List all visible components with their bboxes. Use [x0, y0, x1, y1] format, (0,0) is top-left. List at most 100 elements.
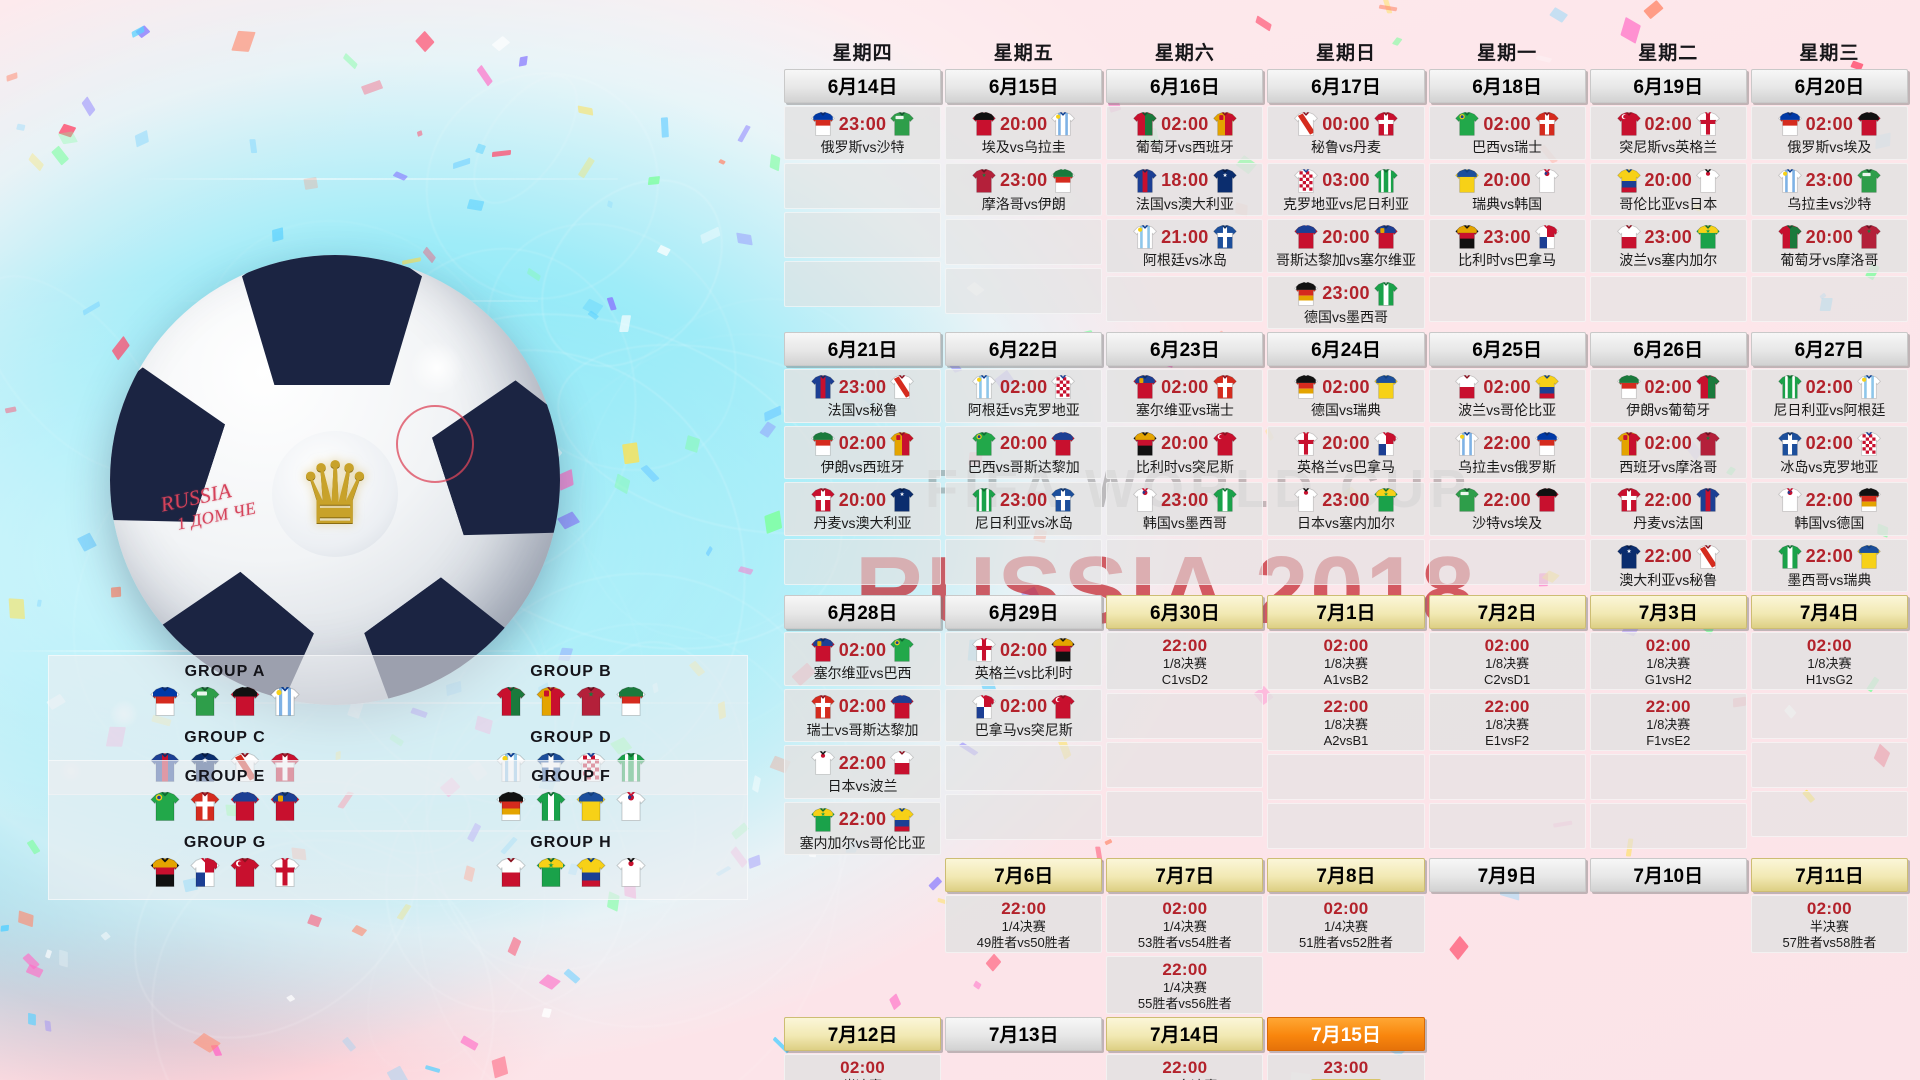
- match-cell[interactable]: 20:00 巴西vs哥斯达黎加: [945, 425, 1103, 479]
- match-cell[interactable]: 20:00 ★ 丹麦vs澳大利亚: [784, 482, 942, 536]
- date-chip[interactable]: 6月21日: [784, 332, 942, 366]
- match-cell[interactable]: 23:00 尼日利亚vs冰岛: [945, 482, 1103, 536]
- knockout-match-cell[interactable]: 02:00 半决赛 57胜者vs58胜者: [1750, 895, 1908, 954]
- match-cell[interactable]: 23:00 ★ 波兰vs塞内加尔: [1589, 219, 1747, 273]
- date-chip[interactable]: 6月22日: [945, 332, 1103, 366]
- match-cell[interactable]: 18:00 ★ 法国vs澳大利亚: [1106, 162, 1264, 216]
- date-chip[interactable]: 7月15日: [1267, 1017, 1425, 1052]
- knockout-match-cell[interactable]: 02:00半决赛59胜者vs60胜者: [784, 1054, 942, 1080]
- match-cell[interactable]: 23:00 俄罗斯vs沙特: [784, 106, 942, 160]
- date-chip[interactable]: 6月20日: [1750, 69, 1908, 103]
- date-chip[interactable]: 6月18日: [1428, 69, 1586, 103]
- final-match-cell[interactable]: 23:00决赛: [1267, 1054, 1425, 1080]
- date-chip[interactable]: 7月2日: [1428, 595, 1586, 629]
- knockout-match-cell[interactable]: 22:00 1/8决赛 A2vsB1: [1267, 693, 1425, 752]
- date-chip[interactable]: 7月4日: [1750, 595, 1908, 629]
- match-cell[interactable]: 02:00 塞尔维亚vs巴西: [784, 632, 942, 686]
- match-cell[interactable]: 20:00 哥斯达黎加vs塞尔维亚: [1267, 219, 1425, 273]
- knockout-match-cell[interactable]: 22:00 1/8决赛 F1vsE2: [1589, 693, 1747, 752]
- date-chip[interactable]: 6月30日: [1106, 595, 1264, 629]
- date-chip[interactable]: 7月7日: [1106, 858, 1264, 892]
- match-cell[interactable]: 20:00 哥伦比亚vs日本: [1589, 162, 1747, 216]
- knockout-match-cell[interactable]: 02:00 1/8决赛 H1vsG2: [1750, 632, 1908, 691]
- group-box-a[interactable]: GROUP A: [55, 662, 395, 722]
- date-chip[interactable]: 6月15日: [945, 69, 1103, 103]
- match-cell[interactable]: 02:00 葡萄牙vs西班牙: [1106, 106, 1264, 160]
- match-cell[interactable]: 22:00 乌拉圭vs俄罗斯: [1428, 425, 1586, 479]
- match-cell[interactable]: 02:00 冰岛vs克罗地亚: [1750, 425, 1908, 479]
- knockout-match-cell[interactable]: 22:00 1/4决赛 55胜者vs56胜者: [1106, 956, 1264, 1015]
- match-cell[interactable]: 03:00 克罗地亚vs尼日利亚: [1267, 162, 1425, 216]
- match-cell[interactable]: 02:00 阿根廷vs克罗地亚: [945, 369, 1103, 423]
- match-cell[interactable]: ★ 23:00 摩洛哥vs伊朗: [945, 162, 1103, 216]
- date-chip[interactable]: 7月9日: [1428, 858, 1586, 892]
- knockout-match-cell[interactable]: 02:00 1/8决赛 C2vsD1: [1428, 632, 1586, 691]
- date-chip[interactable]: 7月8日: [1267, 858, 1425, 892]
- match-cell[interactable]: 22:00 日本vs波兰: [784, 745, 942, 799]
- match-cell[interactable]: 23:00 乌拉圭vs沙特: [1750, 162, 1908, 216]
- knockout-match-cell[interactable]: 02:00 1/4决赛 53胜者vs54胜者: [1106, 895, 1264, 954]
- match-cell[interactable]: 23:00 法国vs秘鲁: [784, 369, 942, 423]
- match-cell[interactable]: ★ 22:00 澳大利亚vs秘鲁: [1589, 538, 1747, 592]
- date-chip[interactable]: 7月3日: [1589, 595, 1747, 629]
- match-cell[interactable]: 02:00 俄罗斯vs埃及: [1750, 106, 1908, 160]
- date-chip[interactable]: 7月11日: [1750, 858, 1908, 892]
- date-chip[interactable]: 6月24日: [1267, 332, 1425, 366]
- date-chip[interactable]: 7月14日: [1106, 1017, 1264, 1052]
- match-cell[interactable]: 02:00 波兰vs哥伦比亚: [1428, 369, 1586, 423]
- match-cell[interactable]: ★ 22:00 塞内加尔vs哥伦比亚: [784, 801, 942, 855]
- date-chip[interactable]: 7月10日: [1589, 858, 1747, 892]
- group-box-h[interactable]: GROUP H ★: [401, 833, 741, 893]
- match-cell[interactable]: 20:00 埃及vs乌拉圭: [945, 106, 1103, 160]
- group-box-b[interactable]: GROUP B ★: [401, 662, 741, 722]
- knockout-match-cell[interactable]: 22:00 1/8决赛 E1vsF2: [1428, 693, 1586, 752]
- match-cell[interactable]: 20:00 瑞典vs韩国: [1428, 162, 1586, 216]
- match-cell[interactable]: 23:00 比利时vs巴拿马: [1428, 219, 1586, 273]
- match-cell[interactable]: 00:00 秘鲁vs丹麦: [1267, 106, 1425, 160]
- knockout-match-cell[interactable]: 02:00 1/4决赛 51胜者vs52胜者: [1267, 895, 1425, 954]
- date-chip[interactable]: 6月25日: [1428, 332, 1586, 366]
- match-cell[interactable]: 23:00 韩国vs墨西哥: [1106, 482, 1264, 536]
- match-cell[interactable]: 22:00 沙特vs埃及: [1428, 482, 1586, 536]
- match-cell[interactable]: 23:00 德国vs墨西哥: [1267, 275, 1425, 329]
- match-cell[interactable]: 02:00 瑞士vs哥斯达黎加: [784, 688, 942, 742]
- date-chip[interactable]: 6月19日: [1589, 69, 1747, 103]
- match-cell[interactable]: 22:00 墨西哥vs瑞典: [1750, 538, 1908, 592]
- knockout-match-cell[interactable]: 22:00 1/4决赛 49胜者vs50胜者: [945, 895, 1103, 954]
- match-cell[interactable]: 02:00 ★ 西班牙vs摩洛哥: [1589, 425, 1747, 479]
- match-cell[interactable]: 21:00 阿根廷vs冰岛: [1106, 219, 1264, 273]
- match-cell[interactable]: 20:00 英格兰vs巴拿马: [1267, 425, 1425, 479]
- date-chip[interactable]: 7月13日: [945, 1017, 1103, 1052]
- match-cell[interactable]: 20:00 比利时vs突尼斯: [1106, 425, 1264, 479]
- date-chip[interactable]: 7月1日: [1267, 595, 1425, 629]
- match-cell[interactable]: 02:00 英格兰vs比利时: [945, 632, 1103, 686]
- date-chip[interactable]: 6月16日: [1106, 69, 1264, 103]
- match-cell[interactable]: 22:00 丹麦vs法国: [1589, 482, 1747, 536]
- knockout-match-cell[interactable]: 02:00 1/8决赛 A1vsB2: [1267, 632, 1425, 691]
- group-box-e[interactable]: GROUP E: [55, 767, 395, 827]
- group-box-g[interactable]: GROUP G: [55, 833, 395, 893]
- match-cell[interactable]: 02:00 突尼斯vs英格兰: [1589, 106, 1747, 160]
- match-cell[interactable]: 02:00 巴拿马vs突尼斯: [945, 688, 1103, 742]
- match-cell[interactable]: 02:00 德国vs瑞典: [1267, 369, 1425, 423]
- match-cell[interactable]: 02:00 巴西vs瑞士: [1428, 106, 1586, 160]
- date-chip[interactable]: 6月23日: [1106, 332, 1264, 366]
- date-chip[interactable]: 6月17日: [1267, 69, 1425, 103]
- group-box-f[interactable]: GROUP F: [401, 767, 741, 827]
- knockout-match-cell[interactable]: 22:00三四名决赛61负者vs62负者: [1106, 1054, 1264, 1080]
- match-cell[interactable]: 02:00 尼日利亚vs阿根廷: [1750, 369, 1908, 423]
- knockout-match-cell[interactable]: 02:00 1/8决赛 G1vsH2: [1589, 632, 1747, 691]
- knockout-match-cell[interactable]: 22:00 1/8决赛 C1vsD2: [1106, 632, 1264, 691]
- date-chip[interactable]: 6月14日: [784, 69, 942, 103]
- match-cell[interactable]: 02:00 塞尔维亚vs瑞士: [1106, 369, 1264, 423]
- match-cell[interactable]: 22:00 韩国vs德国: [1750, 482, 1908, 536]
- match-cell[interactable]: 02:00 伊朗vs葡萄牙: [1589, 369, 1747, 423]
- date-chip[interactable]: 6月28日: [784, 595, 942, 629]
- match-cell[interactable]: 20:00 ★ 葡萄牙vs摩洛哥: [1750, 219, 1908, 273]
- date-chip[interactable]: 6月29日: [945, 595, 1103, 629]
- date-chip[interactable]: 6月26日: [1589, 332, 1747, 366]
- date-chip[interactable]: 7月12日: [784, 1017, 942, 1052]
- date-chip[interactable]: 7月6日: [945, 858, 1103, 892]
- match-cell[interactable]: 23:00 ★ 日本vs塞内加尔: [1267, 482, 1425, 536]
- date-chip[interactable]: 6月27日: [1750, 332, 1908, 366]
